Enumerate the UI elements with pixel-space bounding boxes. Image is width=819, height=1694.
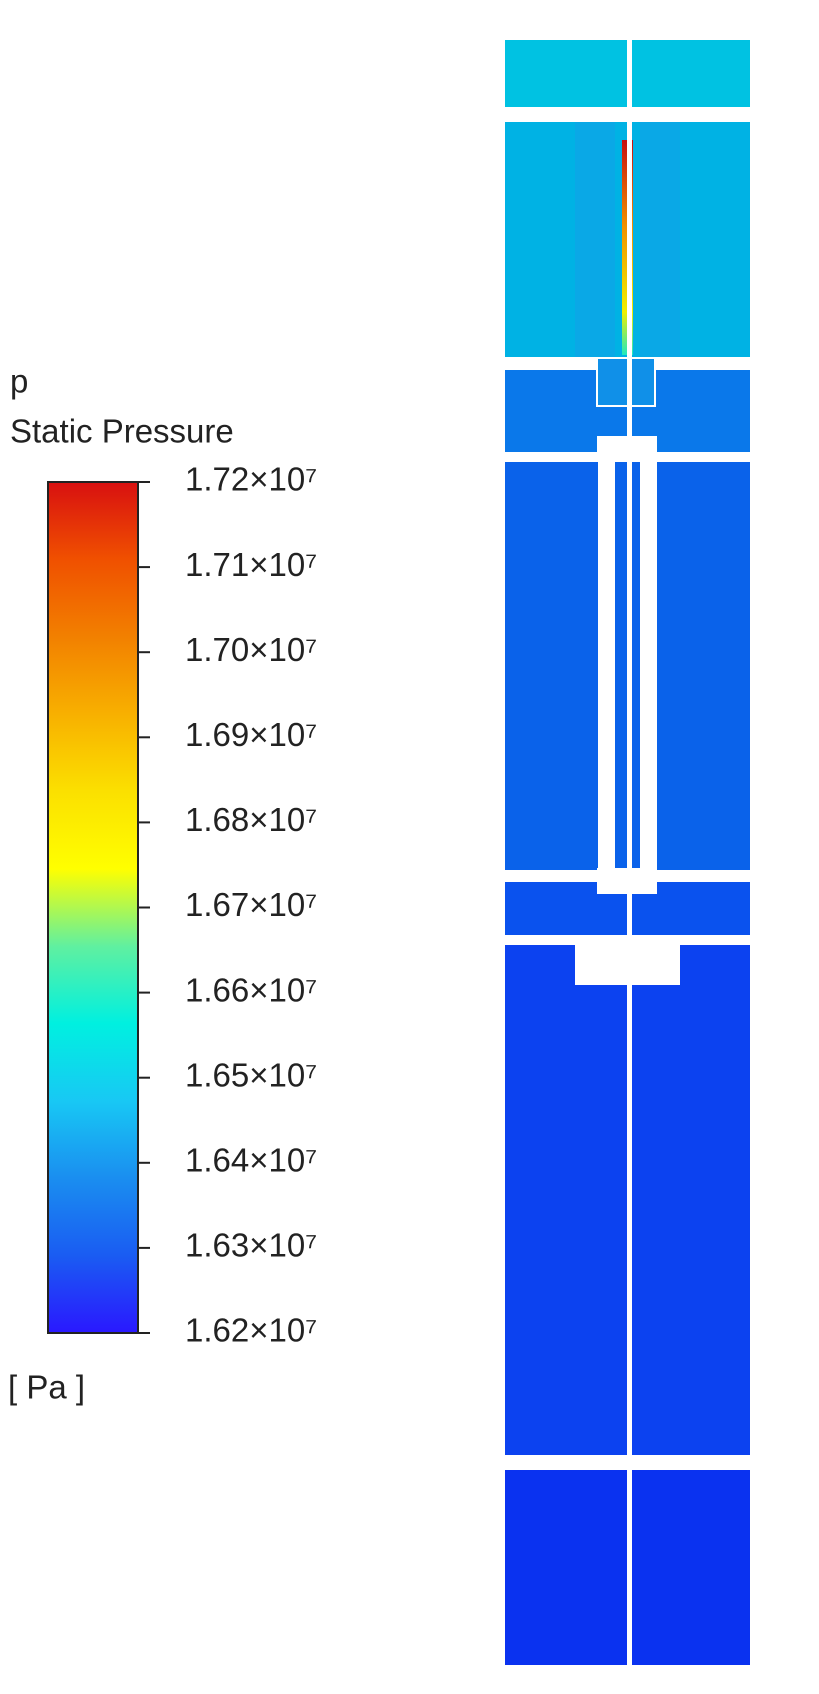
colorbar-title: Static Pressure <box>10 413 234 450</box>
tick-label: 1.67×10⁷ <box>185 886 317 923</box>
tick-label: 1.69×10⁷ <box>185 716 317 753</box>
tick-label: 1.70×10⁷ <box>185 631 317 668</box>
tick-label: 1.63×10⁷ <box>185 1227 317 1264</box>
tick-label: 1.62×10⁷ <box>185 1312 317 1349</box>
variable-label: p <box>10 363 28 400</box>
tick-label: 1.64×10⁷ <box>185 1142 317 1179</box>
geometry <box>505 40 750 1665</box>
colorbar <box>47 481 139 1334</box>
unit-label: [ Pa ] <box>8 1369 85 1406</box>
tick-label: 1.71×10⁷ <box>185 546 317 583</box>
tick-label: 1.65×10⁷ <box>185 1056 317 1093</box>
tick-label: 1.68×10⁷ <box>185 801 317 838</box>
tick-label: 1.72×10⁷ <box>185 461 317 498</box>
tick-label: 1.66×10⁷ <box>185 971 317 1008</box>
